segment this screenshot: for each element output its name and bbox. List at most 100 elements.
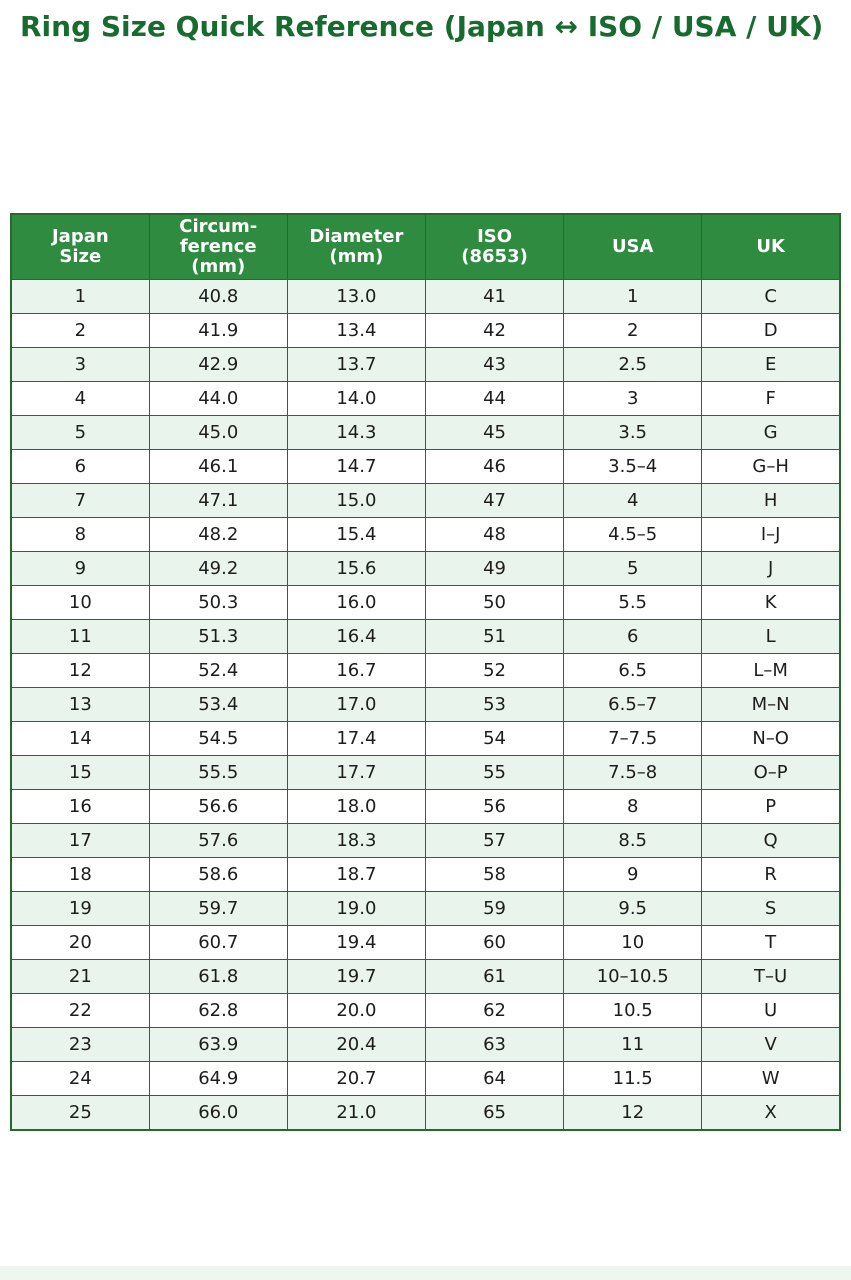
table-cell: 49 bbox=[424, 551, 565, 587]
table-cell: V bbox=[701, 1027, 841, 1063]
table-cell: 55 bbox=[424, 755, 565, 791]
table-cell: 17.7 bbox=[286, 755, 426, 791]
table-cell: T–U bbox=[701, 959, 841, 995]
table-cell: R bbox=[701, 857, 841, 893]
table-cell: 51.3 bbox=[148, 619, 288, 655]
table-cell: 45.0 bbox=[148, 415, 288, 451]
table-cell: 20 bbox=[10, 925, 150, 961]
table-cell: 40.8 bbox=[148, 279, 288, 315]
table-cell: 8 bbox=[563, 789, 703, 825]
table-cell: G–H bbox=[701, 449, 841, 485]
table-cell: 19.4 bbox=[286, 925, 426, 961]
table-cell: 21 bbox=[10, 959, 150, 995]
table-cell: 55.5 bbox=[148, 755, 288, 791]
table-cell: 5 bbox=[10, 415, 150, 451]
table-cell: 14.3 bbox=[286, 415, 426, 451]
table-cell: 11.5 bbox=[563, 1061, 703, 1097]
table-cell: F bbox=[701, 381, 841, 417]
table-cell: 3.5 bbox=[563, 415, 703, 451]
table-cell: 7 bbox=[10, 483, 150, 519]
table-cell: 18.0 bbox=[286, 789, 426, 825]
table-cell: 6 bbox=[10, 449, 150, 485]
table-cell: 46.1 bbox=[148, 449, 288, 485]
table-cell: 47.1 bbox=[148, 483, 288, 519]
table-cell: 17.0 bbox=[286, 687, 426, 723]
table-cell: 11 bbox=[10, 619, 150, 655]
table-cell: 58 bbox=[424, 857, 565, 893]
table-row: 5 45.0 14.3 45 3.5 G bbox=[10, 415, 841, 451]
table-cell: 3 bbox=[563, 381, 703, 417]
table-cell: 8 bbox=[10, 517, 150, 553]
table-cell: 6.5–7 bbox=[563, 687, 703, 723]
table-row: 18 58.6 18.7 58 9 R bbox=[10, 857, 841, 893]
table-cell: 24 bbox=[10, 1061, 150, 1097]
table-cell: 4.5–5 bbox=[563, 517, 703, 553]
table-cell: 20.0 bbox=[286, 993, 426, 1029]
table-cell: 12 bbox=[563, 1095, 703, 1131]
table-cell: 50 bbox=[424, 585, 565, 621]
table-cell: 47 bbox=[424, 483, 565, 519]
table-cell: 9.5 bbox=[563, 891, 703, 927]
table-cell: 15 bbox=[10, 755, 150, 791]
table-cell: 18 bbox=[10, 857, 150, 893]
table-cell: 2 bbox=[563, 313, 703, 349]
table-cell: 7–7.5 bbox=[563, 721, 703, 757]
table-cell: 2.5 bbox=[563, 347, 703, 383]
table-cell: 13 bbox=[10, 687, 150, 723]
table-cell: 48.2 bbox=[148, 517, 288, 553]
table-row: 3 42.9 13.7 43 2.5 E bbox=[10, 347, 841, 383]
table-cell: 3.5–4 bbox=[563, 449, 703, 485]
column-header-iso: ISO (8653) bbox=[424, 213, 565, 281]
table-cell: 66.0 bbox=[148, 1095, 288, 1131]
table-cell: 9 bbox=[10, 551, 150, 587]
table-cell: 16.4 bbox=[286, 619, 426, 655]
table-cell: 1 bbox=[10, 279, 150, 315]
table-cell: 14.0 bbox=[286, 381, 426, 417]
table-cell: 59 bbox=[424, 891, 565, 927]
table-cell: 41.9 bbox=[148, 313, 288, 349]
table-cell: 4 bbox=[10, 381, 150, 417]
table-cell: 60.7 bbox=[148, 925, 288, 961]
table-row: 15 55.5 17.7 55 7.5–8 O–P bbox=[10, 755, 841, 791]
table-cell: 6 bbox=[563, 619, 703, 655]
table-cell: N–O bbox=[701, 721, 841, 757]
table-cell: 42.9 bbox=[148, 347, 288, 383]
table-cell: 13.4 bbox=[286, 313, 426, 349]
table-row: 4 44.0 14.0 44 3 F bbox=[10, 381, 841, 417]
table-cell: 15.0 bbox=[286, 483, 426, 519]
table-cell: 58.6 bbox=[148, 857, 288, 893]
table-cell: 5 bbox=[563, 551, 703, 587]
table-row: 22 62.8 20.0 62 10.5 U bbox=[10, 993, 841, 1029]
table-cell: 64 bbox=[424, 1061, 565, 1097]
table-cell: 11 bbox=[563, 1027, 703, 1063]
table-cell: 61.8 bbox=[148, 959, 288, 995]
table-cell: 10 bbox=[10, 585, 150, 621]
table-cell: E bbox=[701, 347, 841, 383]
table-cell: D bbox=[701, 313, 841, 349]
table-cell: X bbox=[701, 1095, 841, 1131]
table-cell: 61 bbox=[424, 959, 565, 995]
table-row: 24 64.9 20.7 64 11.5 W bbox=[10, 1061, 841, 1097]
table-cell: 25 bbox=[10, 1095, 150, 1131]
table-cell: 54.5 bbox=[148, 721, 288, 757]
table-cell: 16.0 bbox=[286, 585, 426, 621]
table-cell: 23 bbox=[10, 1027, 150, 1063]
column-header-usa: USA bbox=[563, 213, 703, 281]
table-cell: 57.6 bbox=[148, 823, 288, 859]
table-cell: 45 bbox=[424, 415, 565, 451]
table-row: 11 51.3 16.4 51 6 L bbox=[10, 619, 841, 655]
table-cell: 48 bbox=[424, 517, 565, 553]
table-cell: 17.4 bbox=[286, 721, 426, 757]
table-cell: 22 bbox=[10, 993, 150, 1029]
table-cell: L bbox=[701, 619, 841, 655]
table-cell: 3 bbox=[10, 347, 150, 383]
table-cell: 65 bbox=[424, 1095, 565, 1131]
table-cell: O–P bbox=[701, 755, 841, 791]
table-cell: 62 bbox=[424, 993, 565, 1029]
table-cell: 20.7 bbox=[286, 1061, 426, 1097]
table-row: 23 63.9 20.4 63 11 V bbox=[10, 1027, 841, 1063]
footer-strip bbox=[0, 1266, 851, 1280]
table-cell: S bbox=[701, 891, 841, 927]
table-cell: 46 bbox=[424, 449, 565, 485]
